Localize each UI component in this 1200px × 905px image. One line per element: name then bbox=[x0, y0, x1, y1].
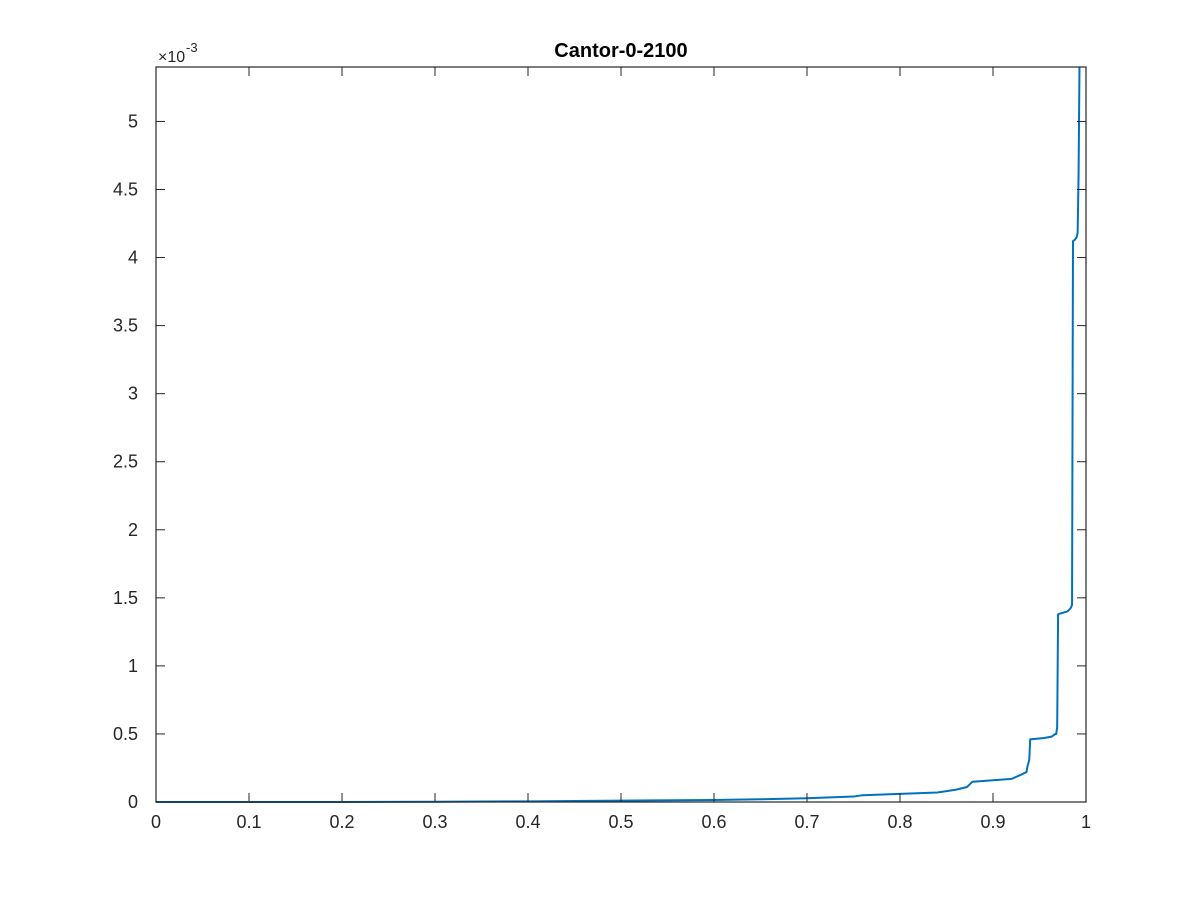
y-tick-label: 0.5 bbox=[113, 724, 138, 744]
y-tick-label: 5 bbox=[128, 111, 138, 131]
y-tick-label: 3.5 bbox=[113, 316, 138, 336]
x-tick-label: 0.4 bbox=[515, 812, 540, 832]
y-exponent-label: ×10 -3 bbox=[158, 40, 198, 66]
y-tick-label: 2 bbox=[128, 520, 138, 540]
series-line bbox=[156, 66, 1081, 803]
y-tick-label: 4.5 bbox=[113, 180, 138, 200]
x-tick-label: 0.3 bbox=[422, 812, 447, 832]
y-tick-label: 0 bbox=[128, 792, 138, 812]
x-tick-label: 0.9 bbox=[980, 812, 1005, 832]
x-tick-label: 0 bbox=[151, 812, 161, 832]
x-tick-label: 0.5 bbox=[608, 812, 633, 832]
y-tick-label: 3 bbox=[128, 384, 138, 404]
x-tick-label: 0.8 bbox=[887, 812, 912, 832]
y-tick-label: 1.5 bbox=[113, 588, 138, 608]
series-layer bbox=[156, 66, 1081, 803]
ticks-layer: 0 0.1 0.2 0.3 0.4 0.5 0.6 0.7 0.8 0.9 1 0 0.5 1 1.5 2 2.… bbox=[113, 67, 1091, 832]
y-tick-label: 2.5 bbox=[113, 452, 138, 472]
x-tick-label: 0.6 bbox=[701, 812, 726, 832]
y-exponent-base: ×10 bbox=[158, 49, 185, 66]
chart-title: Cantor-0-2100 bbox=[554, 40, 687, 62]
x-tick-label: 0.7 bbox=[794, 812, 819, 832]
x-tick-label: 0.1 bbox=[236, 812, 261, 832]
y-exponent-power: -3 bbox=[186, 40, 198, 55]
plot-area bbox=[156, 67, 1086, 802]
y-tick-label: 4 bbox=[128, 248, 138, 268]
x-tick-label: 1 bbox=[1081, 812, 1091, 832]
x-tick-label: 0.2 bbox=[329, 812, 354, 832]
axes-box bbox=[155, 66, 1087, 803]
y-tick-label: 1 bbox=[128, 656, 138, 676]
